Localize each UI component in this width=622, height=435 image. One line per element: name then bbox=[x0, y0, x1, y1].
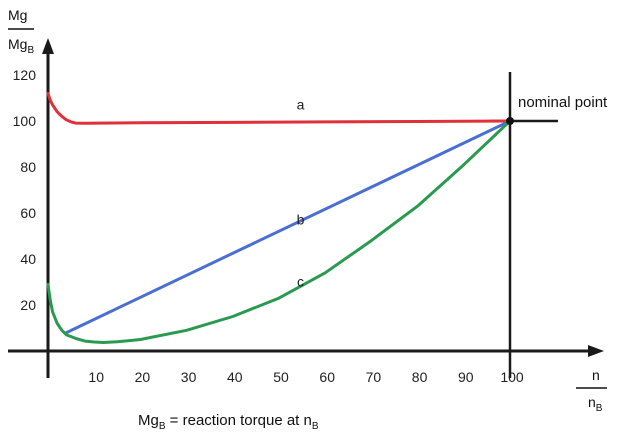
x-tick-labels: 10 20 30 40 50 60 70 80 90 100 bbox=[88, 369, 523, 385]
x-label-denominator-main: n bbox=[588, 394, 596, 410]
x-tick-70: 70 bbox=[366, 369, 382, 385]
y-label-denominator: MgB bbox=[8, 36, 34, 56]
y-tick-100: 100 bbox=[13, 113, 37, 129]
y-tick-120: 120 bbox=[13, 67, 37, 83]
x-tick-90: 90 bbox=[458, 369, 474, 385]
series-layer bbox=[46, 91, 512, 344]
x-tick-30: 30 bbox=[181, 369, 197, 385]
x-tick-100: 100 bbox=[500, 369, 524, 385]
x-tick-40: 40 bbox=[227, 369, 243, 385]
series-b-label: b bbox=[297, 212, 305, 228]
series-a-label: a bbox=[297, 97, 305, 113]
x-label-denominator: nB bbox=[588, 394, 603, 414]
nominal-point-label: nominal point bbox=[518, 94, 608, 111]
y-tick-20: 20 bbox=[20, 297, 36, 313]
x-label-numerator: n bbox=[592, 367, 600, 383]
x-axis-arrow bbox=[588, 345, 604, 357]
y-label-denominator-sub: B bbox=[27, 45, 34, 56]
footnote: MgB = reaction torque at nB bbox=[138, 412, 319, 432]
y-tick-labels: 20 40 60 80 100 120 bbox=[13, 67, 37, 313]
y-label-denominator-main: Mg bbox=[8, 36, 27, 52]
y-label-numerator: Mg bbox=[8, 7, 27, 23]
series-c-line bbox=[46, 119, 512, 344]
footnote-sub: B bbox=[159, 421, 166, 432]
x-tick-20: 20 bbox=[135, 369, 151, 385]
x-tick-50: 50 bbox=[273, 369, 289, 385]
nominal-point-marker bbox=[506, 117, 514, 125]
series-a-line bbox=[46, 91, 512, 125]
series-b-line bbox=[65, 119, 512, 335]
x-tick-10: 10 bbox=[88, 369, 104, 385]
y-tick-40: 40 bbox=[20, 251, 36, 267]
footnote-sub2: B bbox=[312, 421, 319, 432]
x-label-denominator-sub: B bbox=[596, 403, 603, 414]
footnote-text: = reaction torque at n bbox=[166, 412, 312, 429]
x-tick-80: 80 bbox=[412, 369, 428, 385]
y-axis-arrow bbox=[42, 38, 54, 54]
series-c-label: c bbox=[297, 274, 304, 290]
footnote-symbol: Mg bbox=[138, 412, 159, 429]
y-tick-80: 80 bbox=[20, 159, 36, 175]
x-tick-60: 60 bbox=[319, 369, 335, 385]
y-tick-60: 60 bbox=[20, 205, 36, 221]
curve-labels: a b c bbox=[297, 97, 305, 290]
